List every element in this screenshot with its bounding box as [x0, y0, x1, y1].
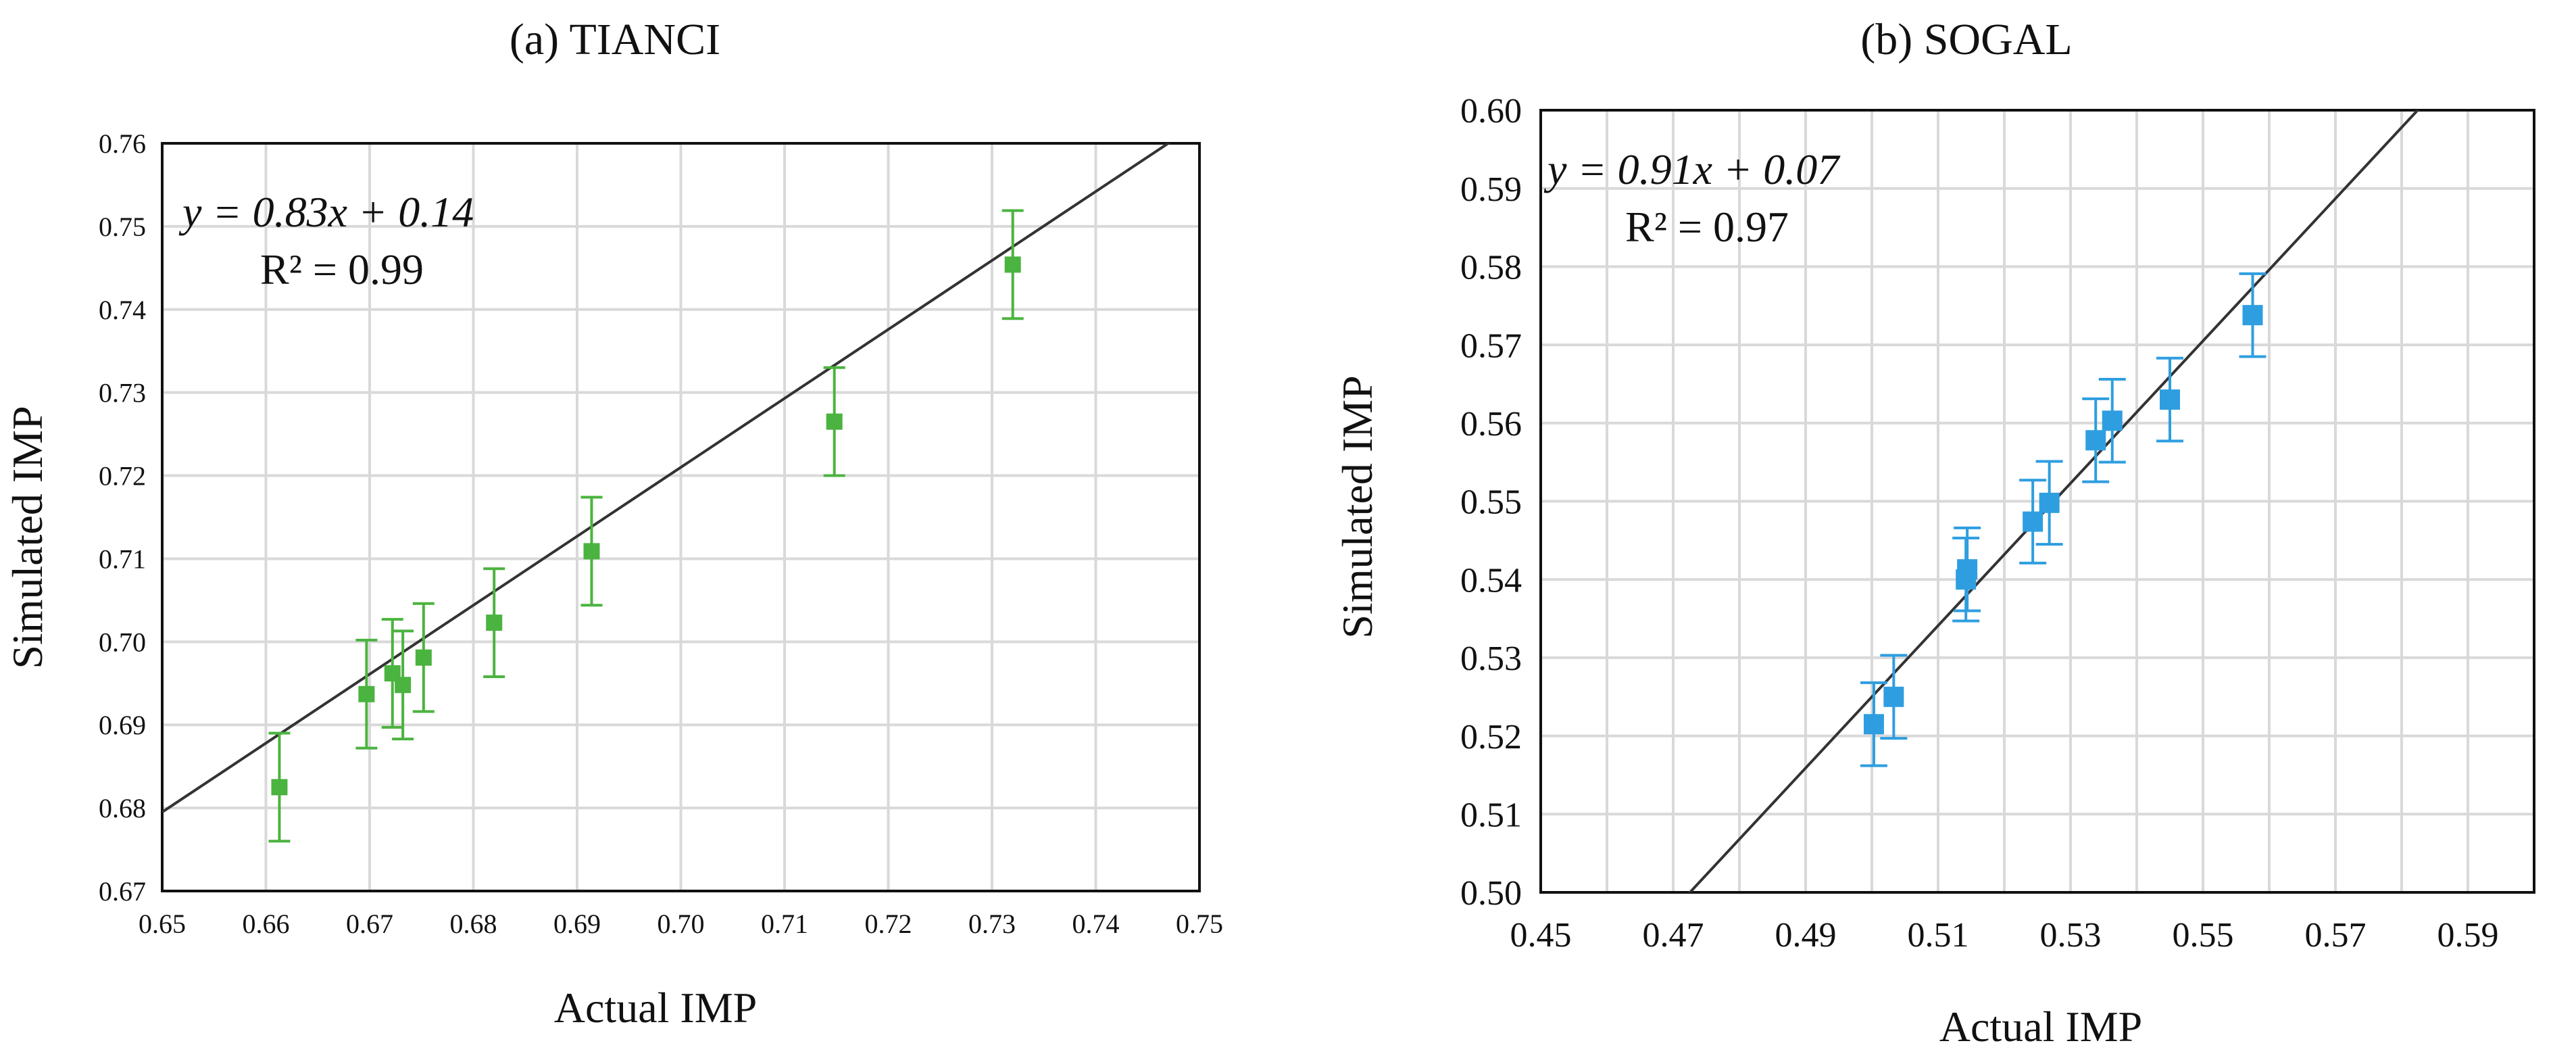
chart-a-x-tick-label: 0.71: [761, 909, 808, 939]
chart-a-plot: 0.65 0.66 0.67 0.68 0.69 0.70 0.71 0.72 0.73 0.74…: [99, 128, 1223, 939]
chart-a-y-tick-label: 0.75: [99, 212, 146, 242]
chart-b-regression-equation: y = 0.91x + 0.07: [1543, 145, 1841, 193]
chart-b-data-point: [2085, 430, 2106, 451]
chart-a-x-tick-label: 0.65: [139, 909, 186, 939]
chart-b-x-tick-label: 0.55: [2173, 916, 2234, 955]
chart-b-data-point: [1863, 714, 1884, 735]
chart-a-data-point: [395, 677, 412, 694]
chart-a-y-tick-label: 0.71: [99, 544, 146, 574]
chart-b-r-squared: R² = 0.97: [1625, 203, 1789, 251]
chart-a-y-tick-label: 0.72: [99, 461, 146, 491]
chart-a-data-point: [1004, 256, 1021, 273]
chart-b-y-tick-label: 0.51: [1460, 796, 1522, 835]
chart-a-x-tick-label: 0.75: [1176, 909, 1223, 939]
chart-a-data-point: [415, 649, 432, 666]
chart-a-data-point: [271, 779, 288, 796]
chart-a-regression-line: [162, 143, 1171, 813]
chart-b-clipped-group: [1688, 110, 2420, 892]
chart-b-y-tick-label: 0.59: [1460, 170, 1522, 209]
chart-b-x-tick-label: 0.47: [1643, 916, 1704, 955]
chart-b-data-point: [1957, 559, 1978, 580]
chart-a-clipped-group: [162, 143, 1171, 843]
chart-b-data-point: [1883, 686, 1904, 707]
chart-b-x-tick-label: 0.53: [2040, 916, 2102, 955]
chart-b-data-point: [2102, 410, 2123, 431]
chart-a-plot-border: [161, 142, 1201, 892]
chart-a-data-point: [583, 543, 600, 560]
chart-b-y-tick-label: 0.55: [1460, 483, 1522, 522]
chart-b-x-tick-label: 0.49: [1775, 916, 1837, 955]
chart-b-y-tick-label: 0.53: [1460, 640, 1522, 678]
chart-b: (b) SOGAL Actual IMP Simulated IMP: [1333, 15, 2142, 1051]
chart-a-x-tick-label: 0.73: [968, 909, 1016, 939]
chart-a-x-axis-label: Actual IMP: [554, 984, 757, 1032]
chart-a-y-tick-label: 0.68: [99, 793, 146, 823]
chart-b-plot-border: [1539, 109, 2535, 894]
chart-b-y-tick-label: 0.58: [1460, 249, 1522, 287]
chart-b-x-axis-label: Actual IMP: [1939, 1003, 2142, 1051]
chart-a-x-tick-label: 0.67: [346, 909, 393, 939]
chart-a-y-tick-label: 0.70: [99, 627, 146, 657]
chart-b-x-tick-label: 0.59: [2437, 916, 2499, 955]
chart-a-x-tick-label: 0.69: [553, 909, 601, 939]
chart-a-x-tick-label: 0.68: [450, 909, 497, 939]
chart-a-regression-equation: y = 0.83x + 0.14: [178, 188, 474, 236]
chart-b-y-tick-label: 0.57: [1460, 327, 1522, 365]
chart-b-plot: 0.45 0.47 0.49 0.51 0.53 0.55 0.57 0.59 0.50 0.51…: [1460, 92, 2535, 955]
chart-b-x-tick-label: 0.51: [1908, 916, 1969, 955]
chart-a-y-axis-label: Simulated IMP: [3, 406, 51, 669]
chart-b-x-tick-label: 0.57: [2305, 916, 2367, 955]
chart-a-x-tick-label: 0.72: [865, 909, 912, 939]
chart-a-y-tick-label: 0.69: [99, 710, 146, 740]
chart-b-y-tick-label: 0.56: [1460, 405, 1522, 443]
chart-b-data-point: [2023, 511, 2044, 532]
chart-a-y-tick-label: 0.74: [99, 295, 146, 325]
chart-a-data-point: [826, 413, 843, 430]
chart-a-data-point: [358, 686, 375, 702]
chart-b-title: (b) SOGAL: [1860, 15, 2072, 64]
chart-a-y-tick-label: 0.76: [99, 128, 146, 159]
chart-b-y-tick-label: 0.60: [1460, 92, 1522, 130]
chart-b-data-point: [2160, 389, 2180, 410]
chart-a-x-tick-label: 0.70: [658, 909, 705, 939]
chart-a-title: (a) TIANCI: [510, 15, 720, 64]
chart-a-x-tick-label: 0.74: [1072, 909, 1120, 939]
chart-a-y-tick-label: 0.67: [99, 876, 146, 907]
chart-a-x-tick-label: 0.66: [243, 909, 290, 939]
chart-a-data-point: [486, 615, 503, 631]
chart-b-y-tick-label: 0.54: [1460, 561, 1522, 600]
chart-b-data-point: [2242, 305, 2263, 326]
chart-b-data-point: [2039, 492, 2060, 513]
chart-a-y-tick-label: 0.73: [99, 378, 146, 408]
chart-b-y-axis-label: Simulated IMP: [1333, 375, 1381, 638]
chart-a: (a) TIANCI Actual IMP Simulated IMP: [3, 15, 757, 1032]
chart-a-r-squared: R² = 0.99: [260, 245, 424, 293]
chart-b-y-tick-label: 0.50: [1460, 874, 1522, 913]
chart-b-x-tick-label: 0.45: [1510, 916, 1572, 955]
chart-b-y-tick-label: 0.52: [1460, 718, 1522, 756]
